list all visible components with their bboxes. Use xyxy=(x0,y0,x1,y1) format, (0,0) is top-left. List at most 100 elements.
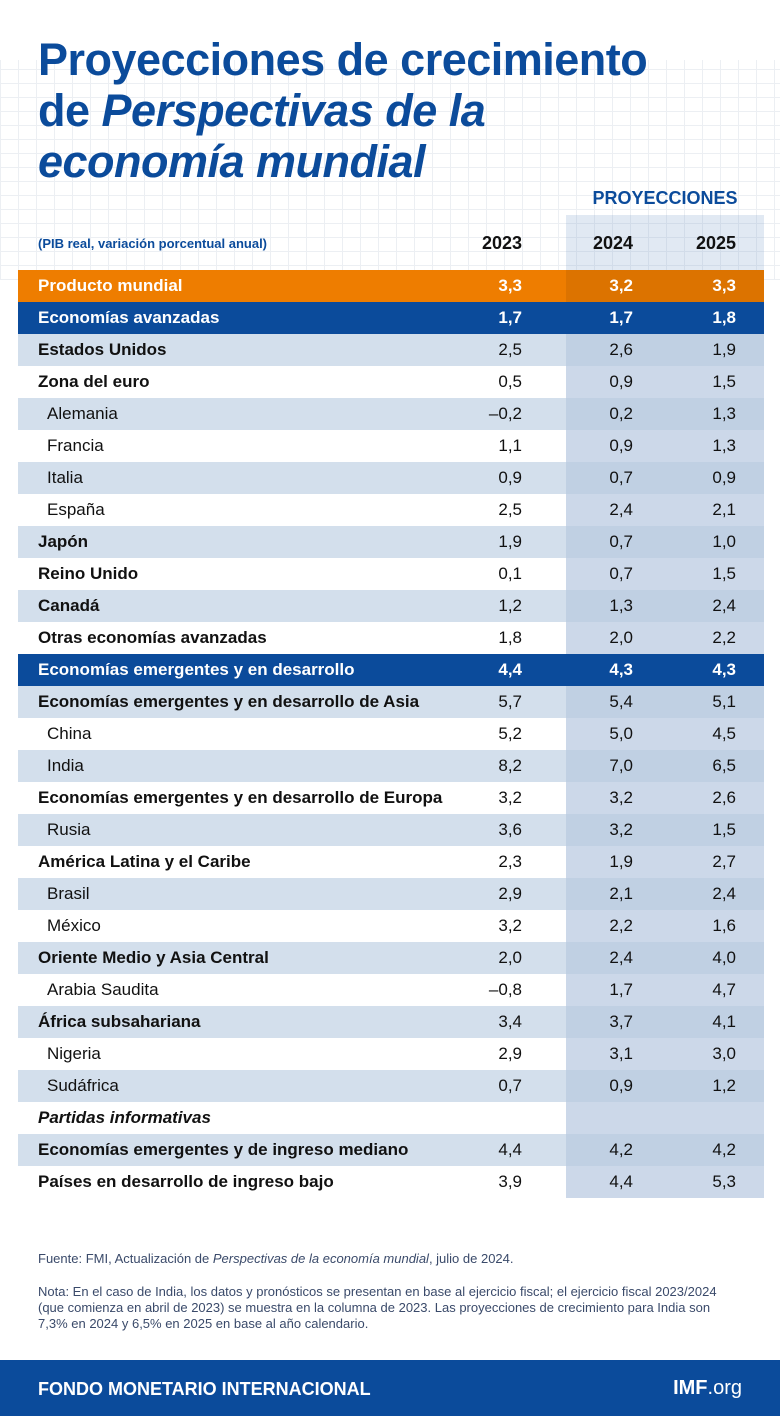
table-row: Economías emergentes y en desarrollo de … xyxy=(18,686,764,718)
value-2024: 7,0 xyxy=(609,756,633,775)
value-2025: 3,0 xyxy=(712,1044,736,1063)
data-table: Producto mundial 3,3 3,2 3,3 Economías avanz… xyxy=(18,270,764,1198)
year-header-2024: 2024 xyxy=(592,233,633,253)
table-row: Países en desarrollo de ingreso bajo 3,9 4… xyxy=(18,1166,764,1198)
value-2025: 2,1 xyxy=(712,500,736,519)
value-2024: 1,3 xyxy=(609,596,633,615)
value-2025: 1,9 xyxy=(712,340,736,359)
value-2023: 2,3 xyxy=(498,852,522,871)
table-row: Partidas informativas xyxy=(18,1102,764,1134)
value-2025: 1,8 xyxy=(712,308,736,327)
footer-bar: FONDO MONETARIO INTERNACIONAL IMF.org xyxy=(0,1360,780,1416)
value-2024: 2,0 xyxy=(609,628,633,647)
projection-shade xyxy=(566,270,764,302)
value-2025: 4,5 xyxy=(712,724,736,743)
projection-shade xyxy=(566,494,764,526)
value-2024: 3,2 xyxy=(609,788,633,807)
value-2024: 5,4 xyxy=(609,692,633,711)
table-row: Sudáfrica 0,7 0,9 1,2 xyxy=(18,1070,764,1102)
projection-shade xyxy=(566,814,764,846)
value-2023: –0,2 xyxy=(488,404,522,423)
projection-shade xyxy=(566,1006,764,1038)
row-label: Italia xyxy=(47,468,83,487)
value-2023: 3,9 xyxy=(498,1172,522,1191)
value-2023: 4,4 xyxy=(498,1140,522,1159)
value-2024: 0,9 xyxy=(609,372,633,391)
table-subtitle: (PIB real, variación porcentual anual) xyxy=(38,236,268,251)
value-2024: 3,2 xyxy=(609,820,633,839)
row-label: Canadá xyxy=(38,596,100,615)
table-row: África subsahariana 3,4 3,7 4,1 xyxy=(18,1006,764,1038)
projection-shade xyxy=(566,878,764,910)
projections-label: PROYECCIONES xyxy=(592,188,738,208)
row-label: África subsahariana xyxy=(38,1012,201,1031)
site-link[interactable]: IMF.org xyxy=(673,1377,742,1399)
value-2023: 2,9 xyxy=(498,884,522,903)
value-2023: 1,8 xyxy=(498,628,522,647)
projection-shade xyxy=(566,686,764,718)
row-label: Economías avanzadas xyxy=(38,308,220,327)
row-label: Reino Unido xyxy=(38,564,139,583)
value-2025: 1,6 xyxy=(712,916,736,935)
value-2024: 4,2 xyxy=(609,1140,633,1159)
projection-shade xyxy=(566,1038,764,1070)
projection-shade xyxy=(566,558,764,590)
value-2025: 4,7 xyxy=(712,980,736,999)
value-2023: 3,4 xyxy=(498,1012,522,1031)
projection-shade xyxy=(566,910,764,942)
row-label: Estados Unidos xyxy=(38,340,167,359)
value-2023: 2,5 xyxy=(498,500,522,519)
value-2024: 1,9 xyxy=(609,852,633,871)
value-2025: 1,5 xyxy=(712,372,736,391)
value-2023: 3,2 xyxy=(498,916,522,935)
org-name: FONDO MONETARIO INTERNACIONAL xyxy=(38,1379,371,1399)
table-row: Rusia 3,6 3,2 1,5 xyxy=(18,814,764,846)
table-row: Arabia Saudita –0,8 1,7 4,7 xyxy=(18,974,764,1006)
value-2023: 2,0 xyxy=(498,948,522,967)
value-2023: 5,2 xyxy=(498,724,522,743)
table-row: Francia 1,1 0,9 1,3 xyxy=(18,430,764,462)
row-label: Japón xyxy=(38,532,89,551)
value-2025: 4,3 xyxy=(712,660,736,679)
source-note: Fuente: FMI, Actualización de Perspectiv… xyxy=(38,1251,514,1266)
value-2025: 1,3 xyxy=(712,404,736,423)
row-label: Arabia Saudita xyxy=(47,980,159,999)
row-label: Oriente Medio y Asia Central xyxy=(38,948,269,967)
row-label: Francia xyxy=(47,436,104,455)
value-2024: 3,7 xyxy=(609,1012,633,1031)
value-2024: 0,7 xyxy=(609,532,633,551)
page-title: Proyecciones de crecimiento de Perspectiv… xyxy=(38,34,648,187)
value-2025: 1,5 xyxy=(712,820,736,839)
projection-shade xyxy=(566,398,764,430)
row-label: Economías emergentes y en desarrollo de … xyxy=(38,692,420,711)
value-2025: 1,0 xyxy=(712,532,736,551)
table-row: Canadá 1,2 1,3 2,4 xyxy=(18,590,764,622)
value-2025: 5,1 xyxy=(712,692,736,711)
value-2023: 1,2 xyxy=(498,596,522,615)
row-label: India xyxy=(47,756,84,775)
projection-shade xyxy=(566,622,764,654)
row-label: España xyxy=(47,500,105,519)
value-2023: 3,6 xyxy=(498,820,522,839)
value-2025: 5,3 xyxy=(712,1172,736,1191)
value-2025: 2,2 xyxy=(712,628,736,647)
value-2023: 4,4 xyxy=(498,660,522,679)
value-2025: 2,6 xyxy=(712,788,736,807)
year-header-2025: 2025 xyxy=(695,233,736,253)
value-2024: 2,4 xyxy=(609,948,633,967)
table-row: Brasil 2,9 2,1 2,4 xyxy=(18,878,764,910)
row-label: Partidas informativas xyxy=(38,1108,211,1127)
row-label: Brasil xyxy=(47,884,90,903)
value-2025: 0,9 xyxy=(712,468,736,487)
value-2023: 5,7 xyxy=(498,692,522,711)
value-2024: 0,7 xyxy=(609,564,633,583)
value-2024: 1,7 xyxy=(609,308,633,327)
value-2023: 1,1 xyxy=(498,436,522,455)
projection-shade xyxy=(566,1166,764,1198)
row-label: Economías emergentes y en desarrollo xyxy=(38,660,355,679)
projection-shade xyxy=(566,1102,764,1134)
value-2025: 6,5 xyxy=(712,756,736,775)
row-label: Rusia xyxy=(47,820,91,839)
projection-shade xyxy=(566,366,764,398)
value-2023: 0,5 xyxy=(498,372,522,391)
